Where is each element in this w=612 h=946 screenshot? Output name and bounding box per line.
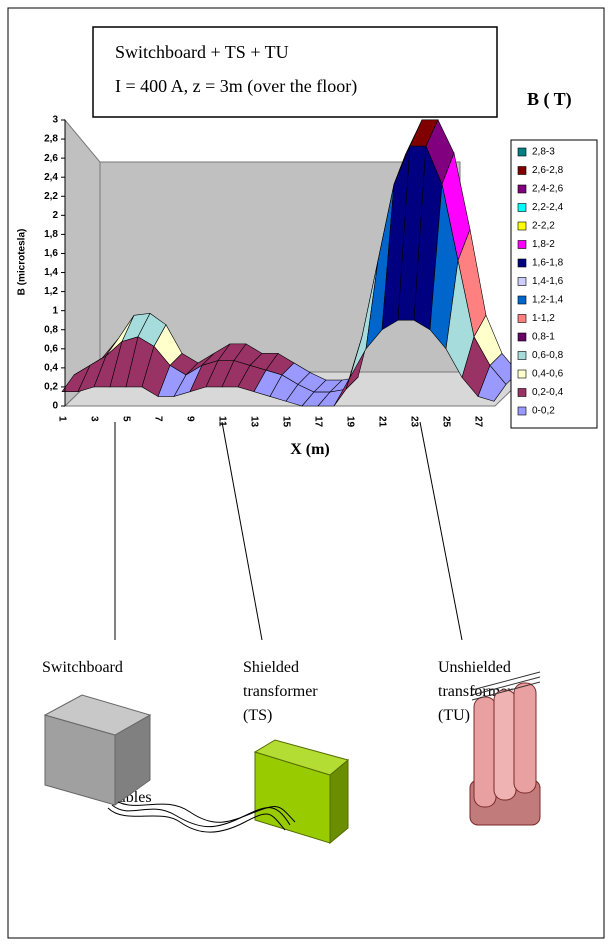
chart-subtitle: I = 400 A, z = 3m (over the floor) (115, 76, 357, 97)
switchboard-icon (45, 695, 150, 805)
y-tick-label: 2,8 (44, 134, 58, 145)
x-tick-label: 1 (56, 416, 67, 422)
y-tick-label: 3 (52, 115, 58, 126)
legend-title: B ( T) (527, 89, 572, 110)
y-tick-label: 1,6 (44, 248, 58, 259)
figure: Switchboard + TS + TU I = 400 A, z = 3m … (0, 0, 612, 946)
x-tick-label: 23 (408, 416, 419, 428)
legend-label: 0,4-0,6 (532, 369, 564, 380)
legend-swatch (518, 315, 526, 323)
y-axis-label: B (microtesla) (17, 229, 28, 296)
legend-label: 2,4-2,6 (532, 184, 564, 195)
pointer-line (420, 422, 462, 640)
x-tick-label: 21 (376, 416, 387, 428)
legend-swatch (518, 241, 526, 249)
legend-label: 1,4-1,6 (532, 276, 564, 287)
legend-swatch (518, 222, 526, 230)
y-tick-label: 2,4 (44, 172, 58, 183)
legend-label: 0,2-0,4 (532, 387, 564, 398)
legend-swatch (518, 185, 526, 193)
y-tick-label: 0,2 (44, 382, 58, 393)
x-tick-label: 5 (120, 416, 131, 422)
y-tick-label: 1,8 (44, 229, 58, 240)
legend-label: 2,8-3 (532, 147, 555, 158)
title-box (93, 27, 497, 117)
legend-swatch (518, 167, 526, 175)
legend-swatch (518, 278, 526, 286)
annotation: Shielded (243, 659, 299, 676)
y-tick-label: 1,4 (44, 267, 58, 278)
chart-title: Switchboard + TS + TU (115, 42, 289, 62)
legend-swatch (518, 333, 526, 341)
legend-swatch (518, 407, 526, 415)
x-tick-label: 19 (344, 416, 355, 428)
legend-label: 0,8-1 (532, 332, 555, 343)
y-tick-label: 1,2 (44, 286, 58, 297)
shielded-transformer-icon (255, 740, 348, 843)
legend-swatch (518, 352, 526, 360)
y-tick-label: 0,4 (44, 363, 58, 374)
legend-label: 2-2,2 (532, 221, 555, 232)
x-tick-label: 13 (248, 416, 259, 428)
annotation: (TU) (438, 707, 470, 724)
x-axis-label: X (m) (290, 441, 330, 458)
annotation: (TS) (243, 707, 272, 724)
y-tick-label: 2,6 (44, 153, 58, 164)
y-tick-label: 0,6 (44, 343, 58, 354)
x-tick-label: 7 (152, 416, 163, 422)
legend-label: 1-1,2 (532, 313, 555, 324)
x-tick-label: 25 (440, 416, 451, 428)
legend-label: 1,2-1,4 (532, 295, 564, 306)
legend-swatch (518, 370, 526, 378)
legend-swatch (518, 389, 526, 397)
legend-swatch (518, 148, 526, 156)
legend-label: 0,6-0,8 (532, 350, 564, 361)
legend-label: 2,2-2,4 (532, 202, 564, 213)
y-tick-label: 2 (52, 210, 58, 221)
legend-label: 1,6-1,8 (532, 258, 564, 269)
y-tick-label: 1 (52, 305, 58, 316)
x-tick-label: 11 (216, 416, 227, 427)
x-tick-label: 17 (312, 416, 323, 428)
x-tick-label: 3 (88, 416, 99, 422)
legend-swatch (518, 296, 526, 304)
x-tick-label: 9 (184, 416, 195, 422)
legend-swatch (518, 259, 526, 267)
y-tick-label: 0 (52, 401, 58, 412)
legend-label: 1,8-2 (532, 239, 555, 250)
pointer-line (222, 422, 262, 640)
y-tick-label: 2,2 (44, 191, 58, 202)
annotation: Unshielded (438, 659, 511, 676)
y-tick-label: 0,8 (44, 324, 58, 335)
x-tick-label: 15 (280, 416, 291, 428)
legend-label: 2,6-2,8 (532, 165, 564, 176)
legend-label: 0-0,2 (532, 406, 555, 417)
annotation: transformer (243, 683, 318, 700)
legend-swatch (518, 204, 526, 212)
annotation: Switchboard (42, 659, 123, 676)
x-tick-label: 27 (472, 416, 483, 428)
